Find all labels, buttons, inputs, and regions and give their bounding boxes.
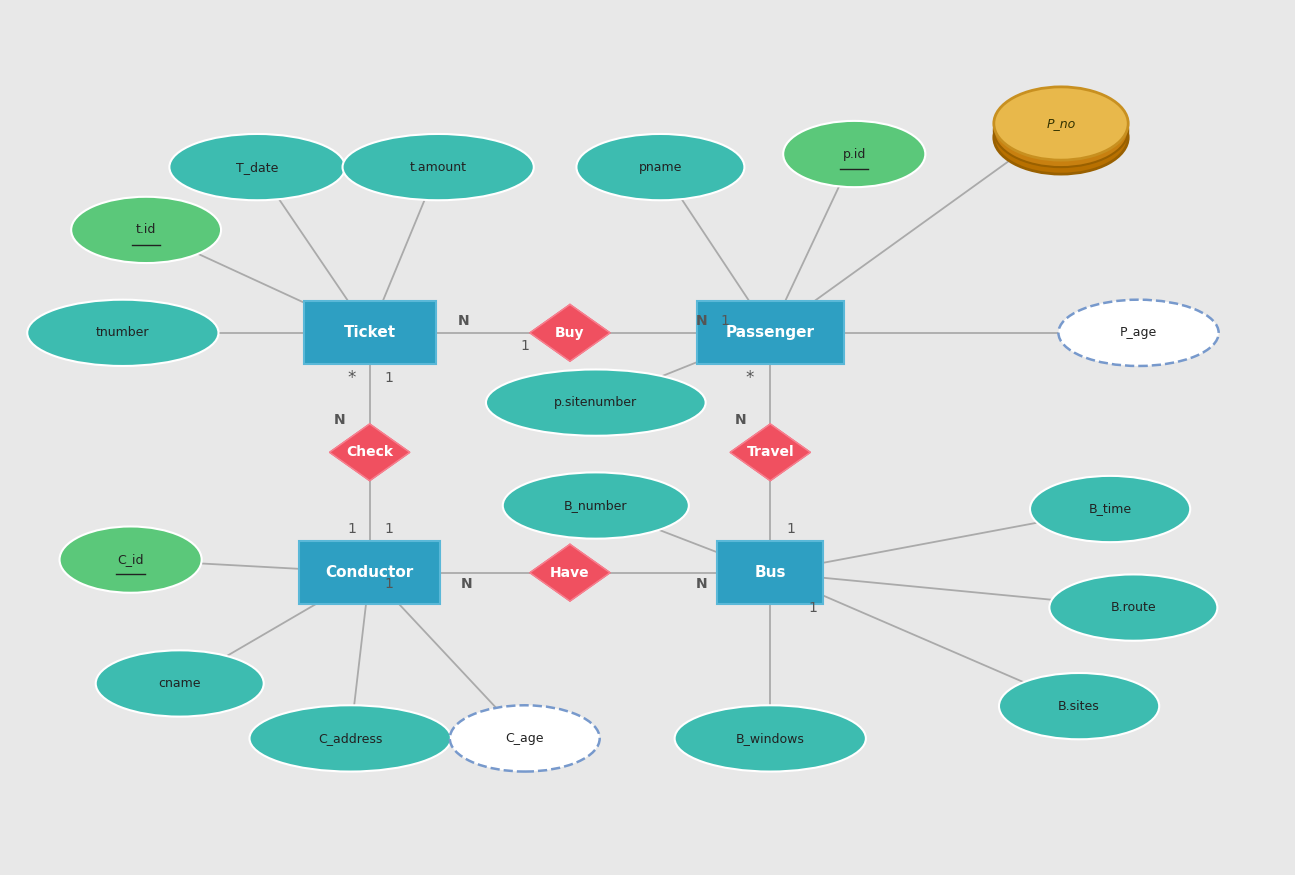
Text: Bus: Bus [755,565,786,580]
Ellipse shape [783,121,926,187]
FancyBboxPatch shape [304,301,435,364]
Text: 1: 1 [808,600,817,614]
Polygon shape [530,304,610,361]
FancyBboxPatch shape [697,301,844,364]
Ellipse shape [576,134,745,200]
Ellipse shape [486,369,706,436]
Text: C_id: C_id [118,553,144,566]
Ellipse shape [502,473,689,539]
Ellipse shape [993,101,1128,174]
Ellipse shape [675,705,866,772]
Ellipse shape [96,650,264,717]
Text: Buy: Buy [556,326,585,340]
Ellipse shape [998,673,1159,739]
Text: p.sitenumber: p.sitenumber [554,396,637,410]
Text: T_date: T_date [236,161,278,173]
Text: B.sites: B.sites [1058,700,1099,712]
Ellipse shape [170,134,346,200]
Text: C_address: C_address [319,732,382,745]
Ellipse shape [60,527,202,592]
Text: P_no: P_no [1046,117,1076,130]
Text: B_time: B_time [1089,502,1132,515]
Text: 1: 1 [385,577,394,591]
Text: N: N [695,314,707,328]
Text: 1: 1 [521,339,530,353]
Text: C_age: C_age [505,732,544,745]
Polygon shape [330,424,409,480]
Text: tnumber: tnumber [96,326,150,340]
Text: 1: 1 [385,371,394,385]
FancyBboxPatch shape [717,542,824,604]
Ellipse shape [250,705,451,772]
Text: p.id: p.id [843,148,866,160]
Text: pname: pname [638,161,682,173]
Ellipse shape [1049,575,1217,640]
Text: B_number: B_number [565,499,628,512]
Text: N: N [695,577,707,591]
Text: Travel: Travel [746,445,794,459]
Ellipse shape [27,300,219,366]
Text: cname: cname [158,677,201,690]
Text: Passenger: Passenger [725,326,815,340]
FancyBboxPatch shape [299,542,440,604]
Text: 1: 1 [786,522,795,536]
Text: Ticket: Ticket [343,326,396,340]
Ellipse shape [449,705,600,772]
Polygon shape [530,544,610,601]
Ellipse shape [343,134,534,200]
Text: Conductor: Conductor [325,565,414,580]
Text: t.amount: t.amount [409,161,466,173]
Text: N: N [458,314,470,328]
Text: 1: 1 [347,522,356,536]
Text: B.route: B.route [1111,601,1156,614]
Text: 1: 1 [385,522,394,536]
Text: t.id: t.id [136,223,157,236]
Ellipse shape [1030,476,1190,542]
Text: P_age: P_age [1120,326,1158,340]
Text: N: N [734,413,746,427]
Text: N: N [461,577,473,591]
Text: Check: Check [346,445,394,459]
Text: 1: 1 [720,314,729,328]
Ellipse shape [71,197,221,263]
Polygon shape [730,424,811,480]
Text: Have: Have [550,566,589,580]
Text: N: N [334,413,346,427]
Text: *: * [347,369,356,388]
Text: *: * [746,369,754,388]
Text: B_windows: B_windows [736,732,804,745]
Ellipse shape [993,94,1128,167]
Ellipse shape [993,87,1128,160]
Ellipse shape [1058,300,1219,366]
